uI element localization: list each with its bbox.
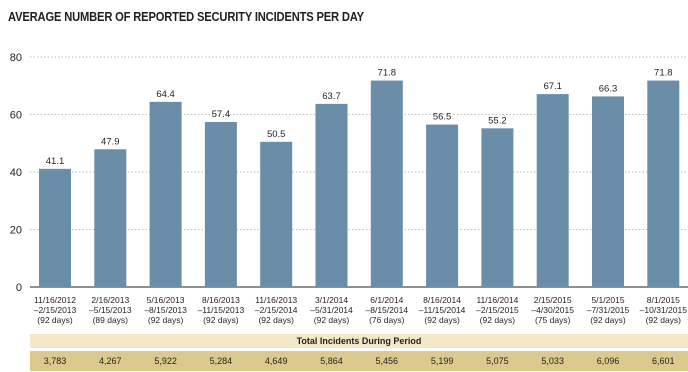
x-tick-label: 11/16/2014 xyxy=(476,295,518,305)
x-tick-label: –2/15/2015 xyxy=(476,305,519,315)
x-tick-label: 6/1/2014 xyxy=(370,295,403,305)
x-tick-label: 5/16/2013 xyxy=(147,295,185,305)
y-tick-label: 0 xyxy=(16,282,22,294)
bar xyxy=(592,96,624,287)
bar xyxy=(204,121,237,287)
bar xyxy=(260,141,293,287)
total-cell: 5,075 xyxy=(486,356,509,366)
bar xyxy=(426,124,459,287)
x-tick-label: –8/15/2014 xyxy=(366,305,409,315)
value-labels: 41.1 47.9 64.4 57.4 50.5 63.7 71.8 56.5 55.2 67.1… xyxy=(46,68,673,167)
total-cell: 3,783 xyxy=(43,356,67,366)
data-label: 41.1 xyxy=(46,156,65,167)
x-tick-label: (75 days) xyxy=(535,315,571,325)
x-tick-label: –10/31/2015 xyxy=(640,305,688,315)
x-tick-label: –11/15/2014 xyxy=(419,305,466,315)
total-cell: 5,199 xyxy=(430,356,454,366)
total-cell: 6,601 xyxy=(652,356,675,366)
bar xyxy=(536,94,569,288)
data-label: 57.4 xyxy=(212,109,231,120)
total-cell: 5,284 xyxy=(209,356,233,366)
y-tick-label: 20 xyxy=(10,225,22,237)
gridlines xyxy=(30,56,688,230)
total-cell: 4,649 xyxy=(264,356,288,366)
total-cell: 5,033 xyxy=(541,356,564,366)
x-tick-label: –7/31/2015 xyxy=(587,305,630,315)
x-tick-label: (92 days) xyxy=(424,315,460,325)
bar xyxy=(149,101,182,287)
x-tick-label: 11/16/2012 xyxy=(34,295,76,305)
total-cell: 5,922 xyxy=(154,356,177,366)
total-cell: 5,456 xyxy=(375,356,399,366)
x-tick-label: –4/30/2015 xyxy=(531,305,574,315)
x-tick-label: 8/16/2014 xyxy=(423,295,461,305)
x-tick-label: 3/1/2014 xyxy=(315,295,348,305)
data-label: 56.5 xyxy=(433,112,452,123)
x-tick-label: 8/1/2015 xyxy=(647,295,680,305)
data-label: 67.1 xyxy=(543,81,562,92)
totals-header: Total Incidents During Period xyxy=(30,334,688,348)
x-tick-label: (76 days) xyxy=(369,315,405,325)
data-label: 55.2 xyxy=(488,115,507,126)
x-tick-label: (89 days) xyxy=(93,315,129,325)
x-tick-label: (92 days) xyxy=(314,315,350,325)
totals-row: 3,783 4,267 5,922 5,284 4,649 5,864 5,456 5,199… xyxy=(30,351,688,371)
y-tick-label: 60 xyxy=(10,110,22,122)
bar xyxy=(315,103,348,287)
x-tick-label: (92 days) xyxy=(148,315,184,325)
data-label: 50.5 xyxy=(267,129,286,140)
x-tick-label: (92 days) xyxy=(480,315,516,325)
x-tick-label: (92 days) xyxy=(258,315,294,325)
chart-title: AVERAGE NUMBER OF REPORTED SECURITY INCI… xyxy=(8,9,364,24)
bar xyxy=(370,80,403,287)
x-tick-label: 2/16/2013 xyxy=(91,295,129,305)
x-tick-label: –5/31/2014 xyxy=(310,305,353,315)
y-axis: 0 20 40 60 80 xyxy=(10,52,688,294)
x-axis-labels: 11/16/2012–2/15/2013(92 days)2/16/2013–5… xyxy=(34,295,687,325)
x-tick-label: 5/1/2015 xyxy=(591,295,624,305)
x-tick-label: 8/16/2013 xyxy=(202,295,240,305)
bar xyxy=(647,80,680,287)
total-cell: 4,267 xyxy=(99,356,122,366)
total-cell: 5,864 xyxy=(320,356,343,366)
data-label: 66.3 xyxy=(599,83,618,94)
data-label: 47.9 xyxy=(101,136,120,147)
y-tick-label: 40 xyxy=(10,167,22,179)
data-label: 64.4 xyxy=(156,89,175,100)
x-tick-label: (92 days) xyxy=(37,315,73,325)
data-label: 63.7 xyxy=(322,91,341,102)
data-label: 71.8 xyxy=(378,68,397,79)
x-tick-label: (92 days) xyxy=(590,315,626,325)
x-tick-label: 2/15/2015 xyxy=(534,295,572,305)
x-tick-label: –11/15/2013 xyxy=(198,305,245,315)
x-tick-label: (92 days) xyxy=(646,315,682,325)
bar-chart: 0 20 40 60 80 41.1 47.9 64.4 57.4 50.5 63.7 71.8 56… xyxy=(10,52,688,325)
x-tick-label: –8/15/2013 xyxy=(144,305,187,315)
bars xyxy=(39,80,680,288)
bar xyxy=(481,128,514,287)
bar xyxy=(94,149,127,287)
y-tick-label: 80 xyxy=(10,52,22,64)
x-tick-label: (92 days) xyxy=(203,315,239,325)
total-cell: 6,096 xyxy=(596,356,620,366)
x-tick-label: –2/15/2013 xyxy=(34,305,77,315)
bar xyxy=(39,168,71,287)
x-tick-label: 11/16/2013 xyxy=(255,295,297,305)
data-label: 71.8 xyxy=(654,68,673,79)
x-tick-label: –5/15/2013 xyxy=(89,305,132,315)
x-tick-label: –2/15/2014 xyxy=(255,305,298,315)
